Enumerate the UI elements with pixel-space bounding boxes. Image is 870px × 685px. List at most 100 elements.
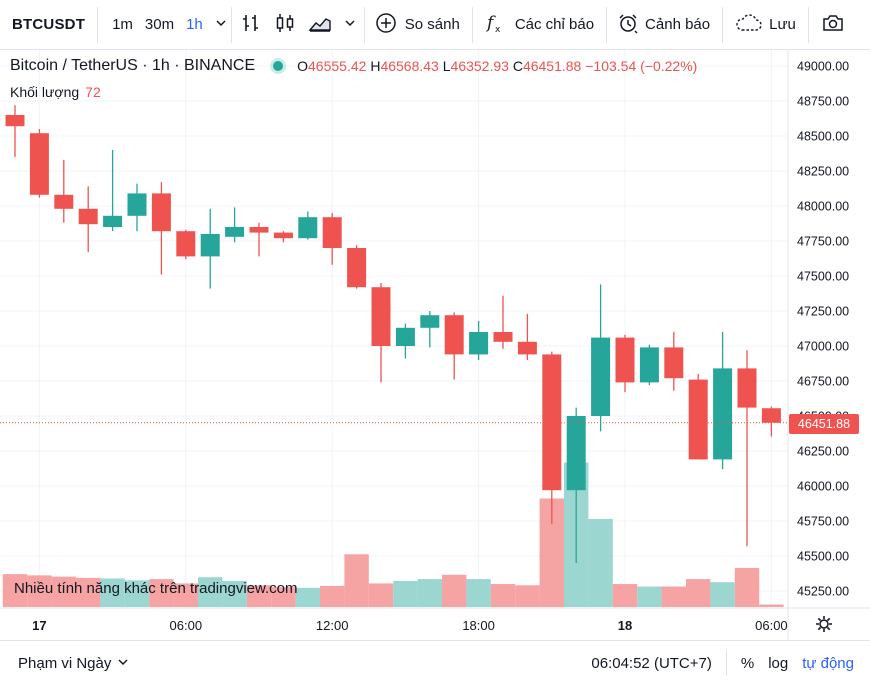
volume-label: Khối lượng [10, 84, 80, 100]
time-tick-label: 06:00 [755, 618, 788, 633]
timeframe-30m[interactable]: 30m [144, 16, 175, 33]
candlestick-icon[interactable] [274, 12, 296, 38]
candle-body [542, 354, 562, 491]
gear-icon[interactable] [816, 616, 832, 632]
candle-body [395, 327, 415, 346]
toolbar-divider [606, 6, 608, 43]
candle-body [151, 193, 171, 232]
log-toggle[interactable]: log [768, 654, 789, 672]
toolbar-divider [230, 6, 232, 43]
alert-button[interactable]: Cảnh báo [607, 0, 722, 50]
price-tick-label: 47500.00 [797, 270, 849, 284]
volume-bar [393, 580, 418, 607]
auto-scale-toggle[interactable]: tự động [802, 654, 854, 672]
alert-label: Cảnh báo [645, 16, 711, 33]
volume-bar [686, 579, 711, 607]
price-tick-label: 45250.00 [797, 585, 849, 599]
market-status-icon [273, 61, 284, 71]
volume-bar [515, 585, 540, 607]
toolbar-divider [97, 6, 99, 43]
date-range-label: Phạm vi Ngày [18, 654, 112, 672]
compare-label: So sánh [404, 16, 460, 33]
clock-display[interactable]: 06:04:52 (UTC+7) [591, 654, 712, 672]
volume-value: 72 [85, 84, 101, 100]
volume-bar [198, 577, 223, 607]
volume-bar [710, 582, 735, 607]
time-tick-label: 18:00 [462, 618, 495, 633]
time-tick-label: 12:00 [316, 618, 349, 633]
timeframe-1h[interactable]: 1h [186, 16, 203, 33]
svg-text:x: x [495, 25, 501, 34]
percent-toggle[interactable]: % [740, 654, 755, 672]
chevron-down-icon [117, 655, 129, 672]
open-key: O [297, 58, 309, 74]
open-value: 46555.42 [308, 58, 367, 74]
candle-body [54, 194, 74, 209]
close-value: 46451.88 [522, 58, 582, 74]
candle-body [664, 347, 684, 379]
candle-body [444, 315, 464, 355]
candle-body [347, 248, 367, 288]
candle-body [200, 234, 220, 257]
price-tick-label: 48500.00 [797, 130, 849, 144]
candle-body [493, 332, 513, 342]
area-chart-icon[interactable] [308, 12, 332, 38]
candle-body [737, 368, 757, 408]
time-tick-label: 18 [618, 618, 632, 633]
bar-chart-icon[interactable] [240, 12, 262, 38]
compare-button[interactable]: So sánh [365, 0, 472, 50]
price-tick-label: 48000.00 [797, 200, 849, 214]
toolbar-divider [722, 6, 724, 43]
candle-body [322, 217, 342, 248]
volume-bar [320, 585, 345, 607]
price-tick-label: 48250.00 [797, 165, 849, 179]
high-key: H [370, 58, 381, 74]
candle-body [127, 193, 147, 216]
volume-bar [271, 587, 296, 607]
timeframe-1m[interactable]: 1m [112, 16, 133, 33]
candle-body [298, 217, 318, 239]
candle-body [566, 416, 586, 491]
volume-bar [588, 518, 613, 607]
volume-bar [612, 584, 638, 607]
timeframe-group: 1m 30m 1h [98, 0, 231, 50]
chevron-down-icon[interactable] [344, 16, 356, 33]
volume-bar [637, 586, 662, 607]
plus-circle-icon [375, 12, 397, 38]
symbol-search-button[interactable]: BTCUSDT [12, 16, 86, 33]
volume-bar [490, 584, 516, 607]
candle-body [639, 347, 659, 383]
chevron-down-icon[interactable] [215, 16, 227, 33]
low-value: 46352.93 [450, 58, 509, 74]
volume-legend: Khối lượng 72 [10, 84, 101, 100]
volume-bar [246, 585, 272, 607]
volume-bar [76, 577, 101, 607]
watermark-text[interactable]: Nhiều tính năng khác trên tradingview.co… [14, 580, 298, 597]
candle-body [761, 408, 781, 423]
screenshot-button[interactable] [809, 0, 857, 50]
symbol-title: Bitcoin / TetherUS · 1h · BINANCE [10, 57, 256, 74]
volume-bar [466, 579, 491, 607]
candle-body [29, 133, 49, 195]
volume-bar [222, 580, 247, 607]
cloud-icon [735, 13, 763, 37]
volume-bar [100, 578, 125, 607]
date-range-button[interactable]: Phạm vi Ngày [18, 655, 129, 672]
candle-body [78, 208, 98, 225]
candle-body [371, 287, 391, 346]
chart-type-group [232, 0, 364, 50]
volume-bar [417, 579, 442, 607]
price-chart[interactable]: 49000.00 48750.00 48500.00 48250.00 48000.00… [0, 50, 870, 640]
ohlc-values: O46555.42 H46568.43 L46352.93 C46451.88 … [297, 58, 697, 74]
save-label: Lưu [769, 16, 796, 33]
time-tick-label: 06:00 [170, 618, 203, 633]
price-tick-label: 46750.00 [797, 375, 849, 389]
price-tick-label: 49000.00 [797, 60, 849, 74]
price-tick-label: 46250.00 [797, 445, 849, 459]
volume-bar [759, 604, 784, 607]
close-key: C [512, 58, 523, 74]
save-button[interactable]: Lưu [723, 0, 808, 50]
volume-bar [173, 583, 198, 607]
